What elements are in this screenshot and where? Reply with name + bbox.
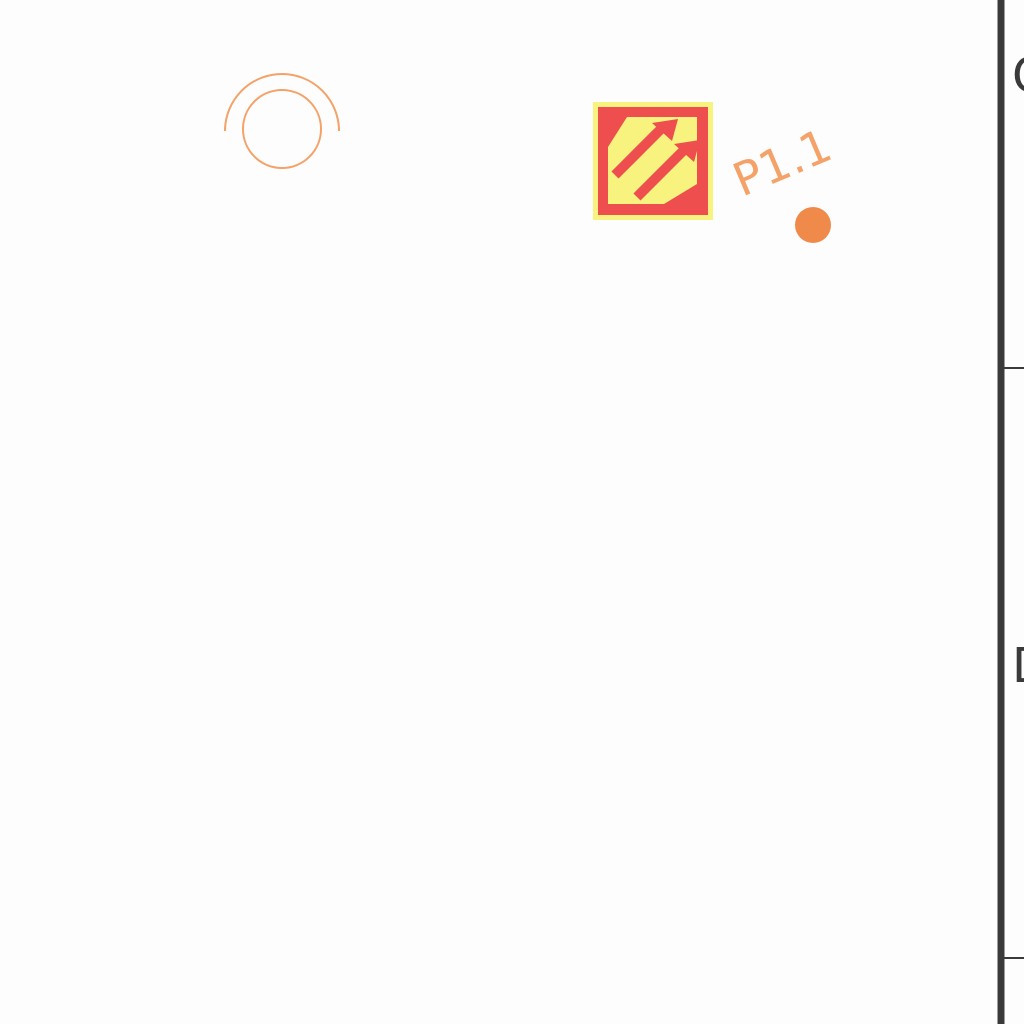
drawing-frame: C D bbox=[997, 0, 1024, 1024]
circle-arc-icon[interactable] bbox=[224, 73, 340, 169]
marker-octagon bbox=[608, 117, 697, 204]
arrow-shaft-2 bbox=[633, 146, 688, 201]
frame-zone-letter: C bbox=[1012, 48, 1024, 104]
arrow-shaft-1 bbox=[611, 124, 666, 179]
marker-circle bbox=[242, 89, 322, 169]
arrow-head-2 bbox=[674, 140, 700, 162]
hazard-arrows-icon[interactable] bbox=[593, 102, 713, 220]
dot-icon[interactable] bbox=[795, 207, 831, 243]
arrow-head-1 bbox=[652, 119, 678, 141]
frame-zone-letter: D bbox=[1012, 638, 1024, 694]
marker-arc bbox=[224, 73, 340, 132]
pad-designator-label: P1.1 bbox=[725, 118, 839, 207]
